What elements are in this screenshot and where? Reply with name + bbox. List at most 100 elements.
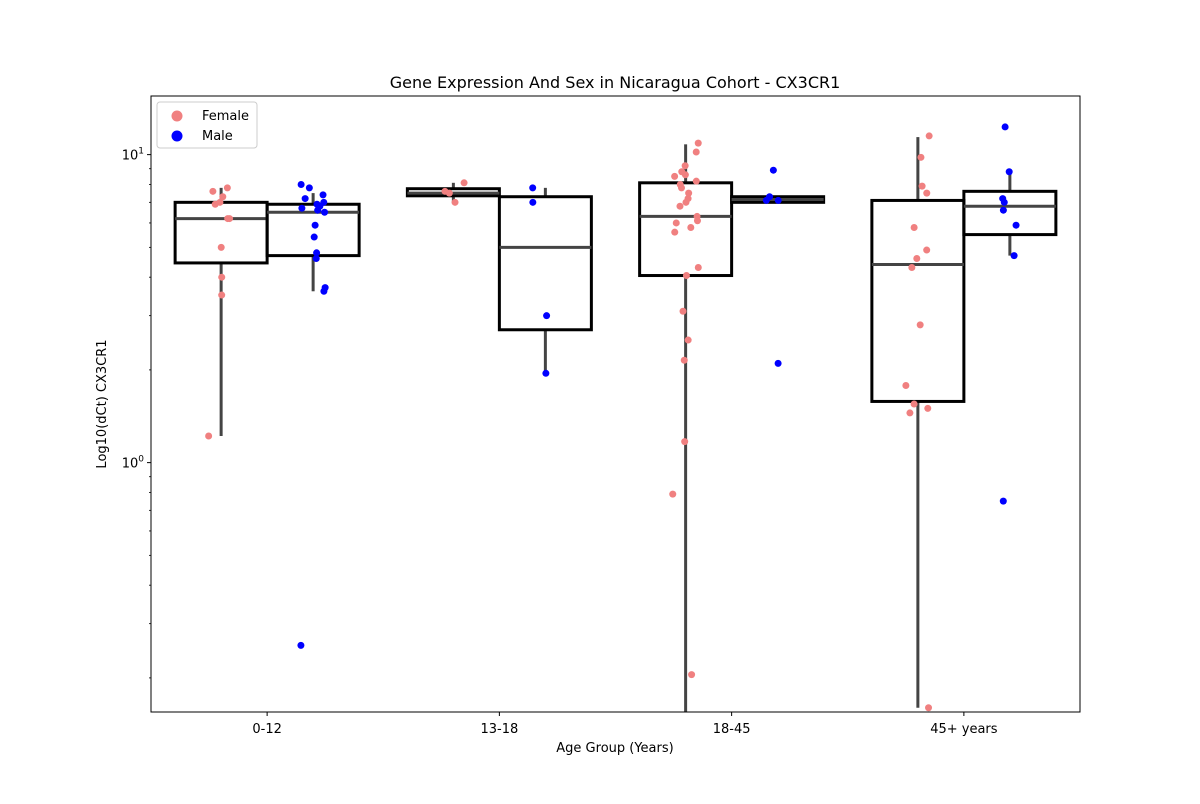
point-female-18-45 [692, 148, 700, 156]
point-female-0-12 [211, 200, 219, 208]
chart-title: Gene Expression And Sex in Nicaragua Coh… [390, 73, 841, 92]
y-tick-exponent: 0 [138, 455, 144, 465]
box-iqr [497, 195, 593, 332]
y-axis-label: Log10(dCt) CX3CR1 [95, 339, 110, 468]
y-tick-exponent: 1 [138, 147, 144, 157]
point-male-0-12 [314, 206, 322, 214]
y-tick-label-0: 100 [122, 455, 145, 472]
point-male-18-45 [774, 196, 782, 204]
point-female-0-12 [218, 291, 226, 299]
legend-marker-female [171, 110, 183, 122]
point-male-45-years [1001, 123, 1009, 131]
x-tick-label-45-years: 45+ years [930, 722, 998, 737]
box-male-13-18 [497, 187, 593, 374]
point-female-45-years [916, 321, 924, 329]
point-female-18-45 [681, 162, 689, 170]
point-female-0-12 [209, 187, 217, 195]
point-female-0-12 [217, 243, 225, 251]
point-male-18-45 [774, 359, 782, 367]
x-axis-label: Age Group (Years) [556, 741, 673, 756]
point-male-0-12 [305, 184, 313, 192]
point-female-0-12 [205, 432, 213, 440]
point-female-18-45 [687, 223, 695, 231]
point-female-0-12 [218, 273, 226, 281]
point-female-45-years [924, 404, 932, 412]
point-female-45-years [923, 246, 931, 254]
box-female-0-12 [173, 187, 269, 437]
point-female-18-45 [681, 438, 689, 446]
point-female-13-18 [451, 198, 459, 206]
legend-label-female: Female [202, 109, 249, 124]
point-male-45-years [1005, 168, 1013, 176]
point-female-18-45 [693, 217, 701, 225]
point-male-13-18 [529, 184, 537, 192]
point-female-18-45 [692, 177, 700, 185]
point-female-18-45 [684, 336, 692, 344]
point-male-0-12 [301, 195, 309, 203]
point-male-0-12 [320, 287, 328, 295]
point-female-18-45 [682, 272, 690, 280]
point-male-0-12 [313, 249, 321, 257]
point-female-18-45 [669, 490, 677, 498]
point-male-45-years [1000, 198, 1008, 206]
point-male-0-12 [298, 204, 306, 212]
point-female-18-45 [685, 189, 693, 197]
point-female-45-years [925, 132, 933, 140]
legend-marker-male [171, 130, 183, 142]
point-female-45-years [906, 409, 914, 417]
point-male-13-18 [529, 198, 537, 206]
point-male-45-years [999, 497, 1007, 505]
legend: Female Male [156, 101, 258, 149]
legend-label-male: Male [202, 129, 233, 144]
point-male-0-12 [310, 233, 318, 241]
box-iqr [265, 202, 361, 258]
point-female-0-12 [219, 193, 227, 201]
point-female-18-45 [677, 184, 685, 192]
point-female-18-45 [681, 171, 689, 179]
box-iqr [173, 200, 269, 265]
boxes [173, 137, 1058, 712]
point-male-18-45 [769, 166, 777, 174]
box-iqr [962, 189, 1058, 237]
point-female-45-years [918, 182, 926, 190]
point-male-0-12 [297, 180, 305, 188]
point-female-0-12 [223, 184, 231, 192]
point-female-45-years [908, 264, 916, 272]
point-female-18-45 [694, 139, 702, 147]
point-female-18-45 [671, 172, 679, 180]
point-female-18-45 [671, 228, 679, 236]
axis-ticks: 0-12 13-18 18-45 45+ years 100 101 [122, 147, 998, 737]
point-female-45-years [910, 223, 918, 231]
point-female-45-years [917, 153, 925, 161]
point-male-18-45 [762, 196, 770, 204]
point-female-13-18 [460, 179, 468, 187]
point-female-0-12 [224, 215, 232, 223]
point-female-18-45 [672, 219, 680, 227]
point-male-0-12 [319, 191, 327, 199]
point-female-45-years [910, 400, 918, 408]
point-female-18-45 [679, 307, 687, 315]
point-male-45-years [1010, 252, 1018, 260]
point-female-18-45 [688, 671, 696, 679]
point-female-45-years [913, 254, 921, 262]
box-female-45-years [870, 137, 966, 708]
point-female-45-years [925, 704, 933, 712]
point-male-45-years [1012, 221, 1020, 229]
data-points [205, 123, 1020, 712]
box-female-13-18 [405, 182, 501, 204]
point-male-13-18 [543, 312, 551, 320]
box-male-45-years [962, 171, 1058, 256]
box-iqr [870, 198, 966, 403]
point-female-18-45 [680, 356, 688, 364]
plot-area-frame [150, 95, 1081, 713]
point-female-45-years [902, 381, 910, 389]
point-female-45-years [923, 189, 931, 197]
point-male-0-12 [321, 208, 329, 216]
x-tick-label-18-45: 18-45 [713, 722, 751, 737]
point-female-18-45 [694, 264, 702, 272]
point-female-13-18 [445, 189, 453, 197]
x-tick-label-0-12: 0-12 [252, 722, 282, 737]
point-male-0-12 [312, 254, 320, 262]
point-male-45-years [999, 206, 1007, 214]
